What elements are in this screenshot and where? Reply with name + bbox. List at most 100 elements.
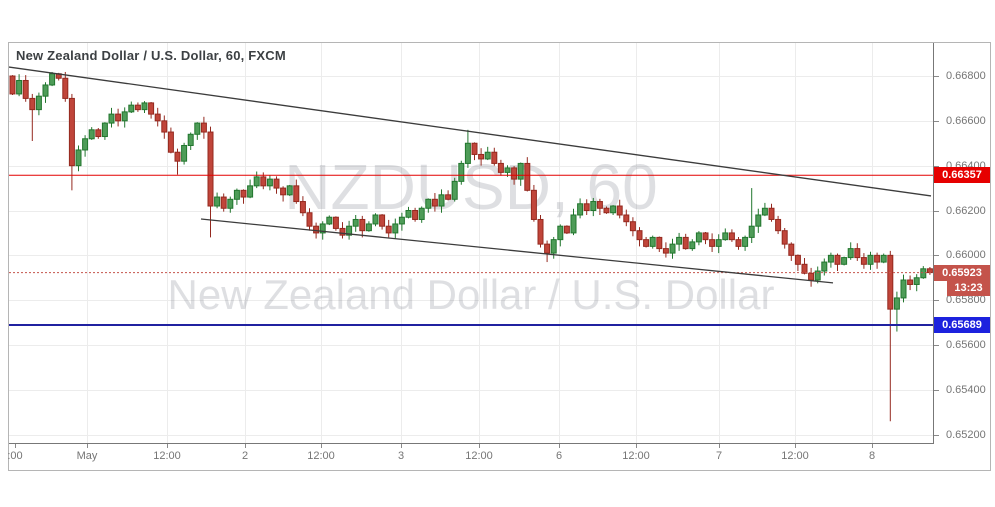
price-tick: 0.65200 bbox=[934, 428, 990, 442]
time-tick-label: 12:00 bbox=[307, 450, 335, 462]
candle-body bbox=[398, 216, 405, 225]
candle-body bbox=[497, 162, 504, 173]
candle-body bbox=[332, 216, 339, 229]
gridlines bbox=[9, 43, 933, 443]
candle-body bbox=[695, 232, 702, 243]
candle-body bbox=[75, 149, 82, 167]
channel-lower[interactable] bbox=[200, 218, 834, 284]
candle-body bbox=[484, 151, 491, 160]
candle-body bbox=[623, 214, 630, 223]
tick-dash bbox=[934, 345, 939, 346]
candle-body bbox=[478, 153, 485, 160]
price-tick: 0.66800 bbox=[934, 69, 990, 83]
candle-body bbox=[214, 196, 221, 207]
tick-dash bbox=[934, 165, 939, 167]
candle-body bbox=[735, 239, 742, 247]
candle-body bbox=[656, 236, 663, 250]
time-tick-label: 12:00 bbox=[622, 450, 650, 462]
candle-body bbox=[16, 79, 23, 95]
candle-body bbox=[491, 151, 498, 164]
bar-countdown-label: 13:23 bbox=[947, 280, 990, 296]
candle-body bbox=[346, 225, 353, 236]
candle-body bbox=[794, 254, 801, 265]
candle-body bbox=[49, 73, 56, 86]
price-axis[interactable]: 0.66800 0.66600 0.66400 0.66200 0.66000 0.658… bbox=[934, 43, 990, 444]
candle-body bbox=[458, 162, 465, 182]
candle-body bbox=[187, 133, 194, 146]
candle-body bbox=[29, 97, 36, 111]
candle-body bbox=[154, 113, 161, 122]
time-axis[interactable]: :00 May 12:00 2 12:00 3 12:00 6 12:00 7 12:00 8 bbox=[7, 444, 934, 470]
candle-body bbox=[583, 203, 590, 212]
candle-body bbox=[788, 243, 795, 256]
candle-body bbox=[834, 254, 841, 265]
tick-dash bbox=[934, 300, 939, 302]
candle-body bbox=[42, 84, 49, 97]
candle-body bbox=[82, 138, 89, 151]
candle-body bbox=[134, 104, 141, 111]
candle-body bbox=[636, 230, 643, 241]
candle-body bbox=[405, 210, 412, 218]
candle-body bbox=[801, 263, 808, 274]
candle-body bbox=[616, 205, 623, 216]
candle-body bbox=[603, 207, 610, 214]
time-tick-label: 7 bbox=[715, 450, 723, 462]
candle-body bbox=[643, 239, 650, 247]
candle-body bbox=[365, 223, 372, 232]
channel-upper[interactable] bbox=[9, 66, 932, 197]
candle-body bbox=[352, 218, 359, 227]
axis-corner bbox=[934, 444, 990, 470]
chart-frame: NZDUSD, 60 New Zealand Dollar / U.S. Doll… bbox=[7, 42, 991, 471]
time-tick-dash bbox=[87, 444, 88, 448]
tick-dash bbox=[934, 120, 939, 122]
candle-body bbox=[537, 218, 544, 245]
time-tick-dash bbox=[479, 444, 480, 448]
candle-body bbox=[524, 162, 531, 191]
tick-dash bbox=[934, 434, 939, 436]
candle-body bbox=[379, 214, 386, 227]
candle-body bbox=[438, 194, 445, 207]
candle-body bbox=[662, 248, 669, 254]
candle-body bbox=[808, 272, 815, 281]
candle-body bbox=[471, 142, 478, 155]
candle-body bbox=[887, 254, 894, 310]
candle-body bbox=[847, 248, 854, 259]
candle-body bbox=[728, 232, 735, 241]
candle-body bbox=[299, 201, 306, 214]
candle-body bbox=[920, 268, 927, 279]
watermark-name: New Zealand Dollar / U.S. Dollar bbox=[168, 271, 775, 318]
candle-body bbox=[893, 297, 900, 310]
candle-body bbox=[649, 236, 656, 247]
candle-body bbox=[260, 176, 267, 187]
price-tick: 0.66600 bbox=[934, 114, 990, 128]
candle-body bbox=[669, 243, 676, 254]
support-price-label: 0.65689 bbox=[934, 317, 990, 334]
candle-body bbox=[194, 122, 201, 135]
candle-body bbox=[544, 243, 551, 254]
candle-body bbox=[9, 75, 16, 95]
candle-body bbox=[755, 214, 762, 227]
candle-body bbox=[128, 104, 135, 113]
resistance-price-label: 0.66357 bbox=[934, 167, 990, 184]
candle-body bbox=[240, 189, 247, 198]
candle-body bbox=[570, 214, 577, 234]
candle-body bbox=[227, 198, 234, 209]
candle-body bbox=[372, 214, 379, 225]
candle-body bbox=[88, 129, 95, 140]
time-tick-label: May bbox=[76, 450, 98, 462]
time-tick-label: 3 bbox=[397, 450, 405, 462]
candle-body bbox=[95, 129, 102, 138]
time-tick-dash bbox=[245, 444, 246, 448]
time-tick-dash bbox=[559, 444, 560, 448]
candle-body bbox=[827, 254, 834, 263]
candle-body bbox=[273, 178, 280, 189]
time-tick-dash bbox=[719, 444, 720, 448]
candle-body bbox=[874, 254, 881, 263]
candle-body bbox=[775, 218, 782, 232]
time-tick-label: :00 bbox=[7, 450, 23, 462]
candle-body bbox=[563, 225, 570, 234]
plot-area[interactable]: NZDUSD, 60 New Zealand Dollar / U.S. Doll… bbox=[9, 43, 934, 444]
candle-body bbox=[676, 236, 683, 245]
candle-body bbox=[385, 225, 392, 234]
